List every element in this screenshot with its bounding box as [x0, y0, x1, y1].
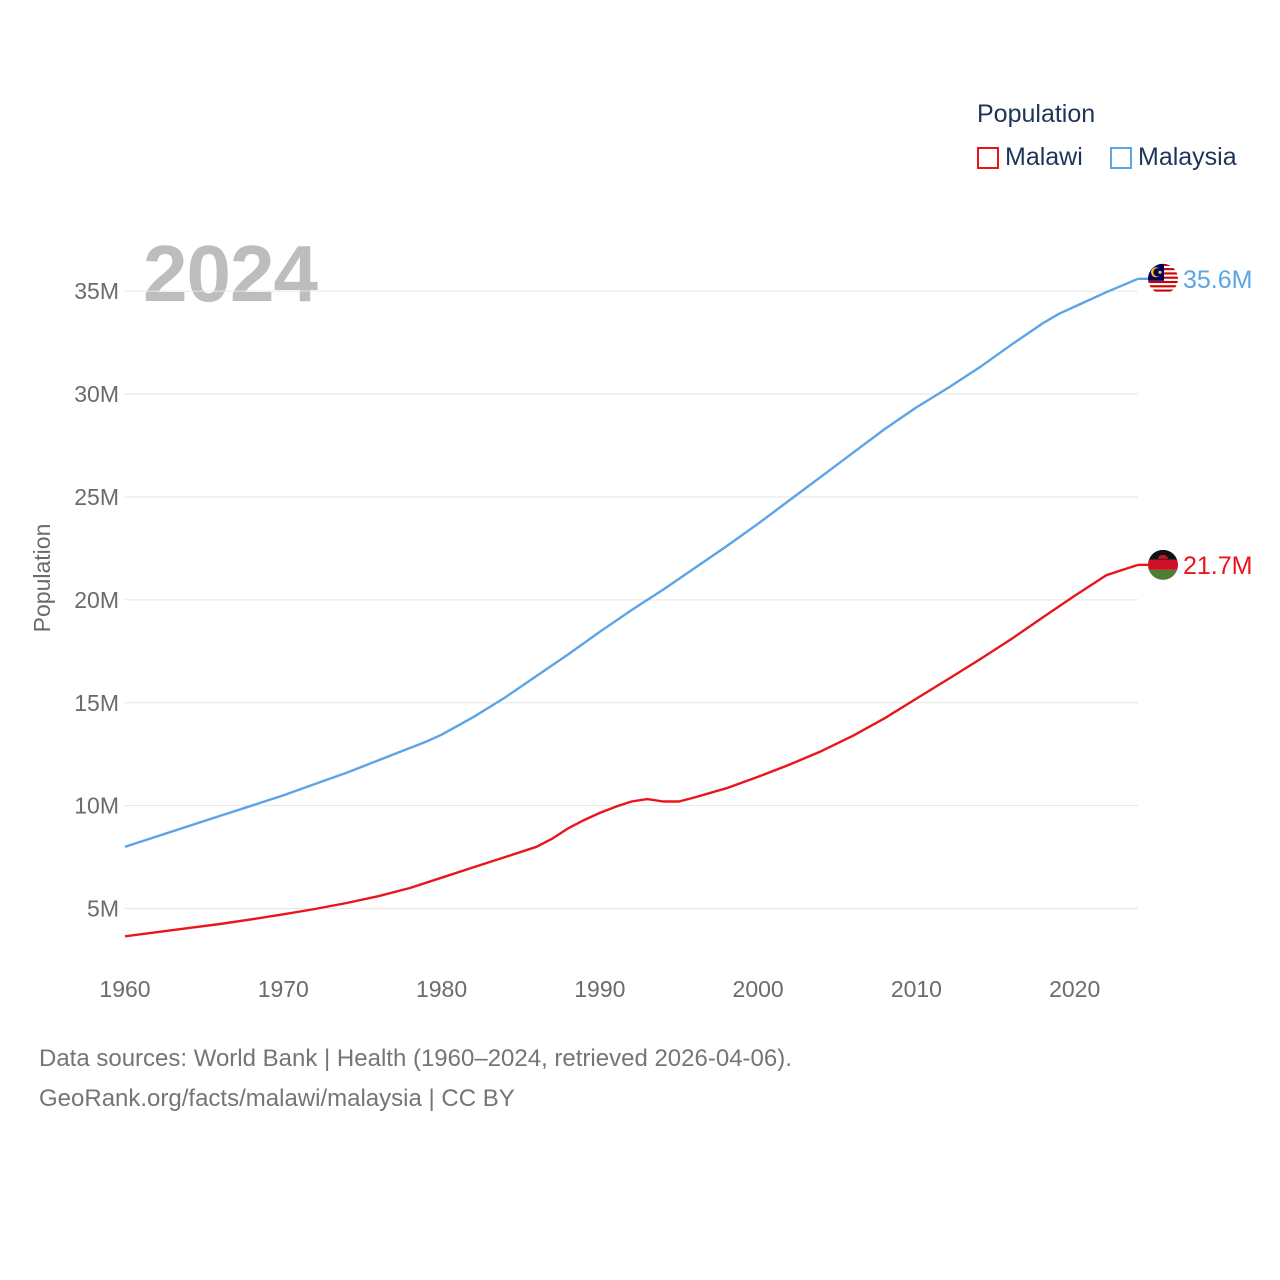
- y-axis: 5M 10M 15M 20M 25M 30M 35M: [74, 278, 119, 921]
- malaysia-flag: [1148, 263, 1178, 294]
- legend-swatch-malaysia: [1110, 146, 1132, 169]
- legend-label-malaysia: Malaysia: [1138, 143, 1237, 171]
- end-label-malaysia: 35.6M: [1183, 266, 1252, 294]
- footer-sources: Data sources: World Bank | Health (1960–…: [39, 1045, 792, 1072]
- y-tick-label: 10M: [74, 793, 119, 819]
- malawi-flag: [1148, 549, 1178, 580]
- y-tick-label: 25M: [74, 484, 119, 510]
- y-tick-label: 30M: [74, 381, 119, 407]
- current-year-label: 2024: [143, 229, 318, 318]
- footer-attribution: GeoRank.org/facts/malawi/malaysia | CC B…: [39, 1085, 515, 1112]
- legend-item-malaysia[interactable]: Malaysia: [1110, 143, 1237, 172]
- y-tick-label: 5M: [87, 896, 119, 922]
- y-tick-label: 20M: [74, 587, 119, 613]
- series-group: 21.7M 35.6M: [124, 263, 1252, 938]
- legend-item-malawi[interactable]: Malawi: [977, 143, 1083, 172]
- x-tick-label: 2010: [891, 976, 942, 1002]
- x-tick-label: 1980: [416, 976, 467, 1002]
- series-line-malawi[interactable]: [124, 563, 1139, 938]
- x-tick-label: 2000: [733, 976, 784, 1002]
- x-tick-label: 2020: [1049, 976, 1100, 1002]
- grid: [125, 290, 1138, 910]
- series-line-malaysia[interactable]: [124, 277, 1139, 848]
- legend-label-malawi: Malawi: [1005, 143, 1083, 171]
- legend-title: Population: [977, 100, 1096, 128]
- x-axis: 1960 1970 1980 1990 2000 2010 2020: [99, 976, 1100, 1002]
- y-axis-label: Population: [29, 524, 55, 633]
- legend-swatch-malawi: [977, 146, 999, 169]
- end-label-malawi: 21.7M: [1183, 552, 1252, 580]
- x-tick-label: 1960: [99, 976, 150, 1002]
- x-tick-label: 1990: [574, 976, 625, 1002]
- y-tick-label: 35M: [74, 278, 119, 304]
- y-tick-label: 15M: [74, 690, 119, 716]
- x-tick-label: 1970: [258, 976, 309, 1002]
